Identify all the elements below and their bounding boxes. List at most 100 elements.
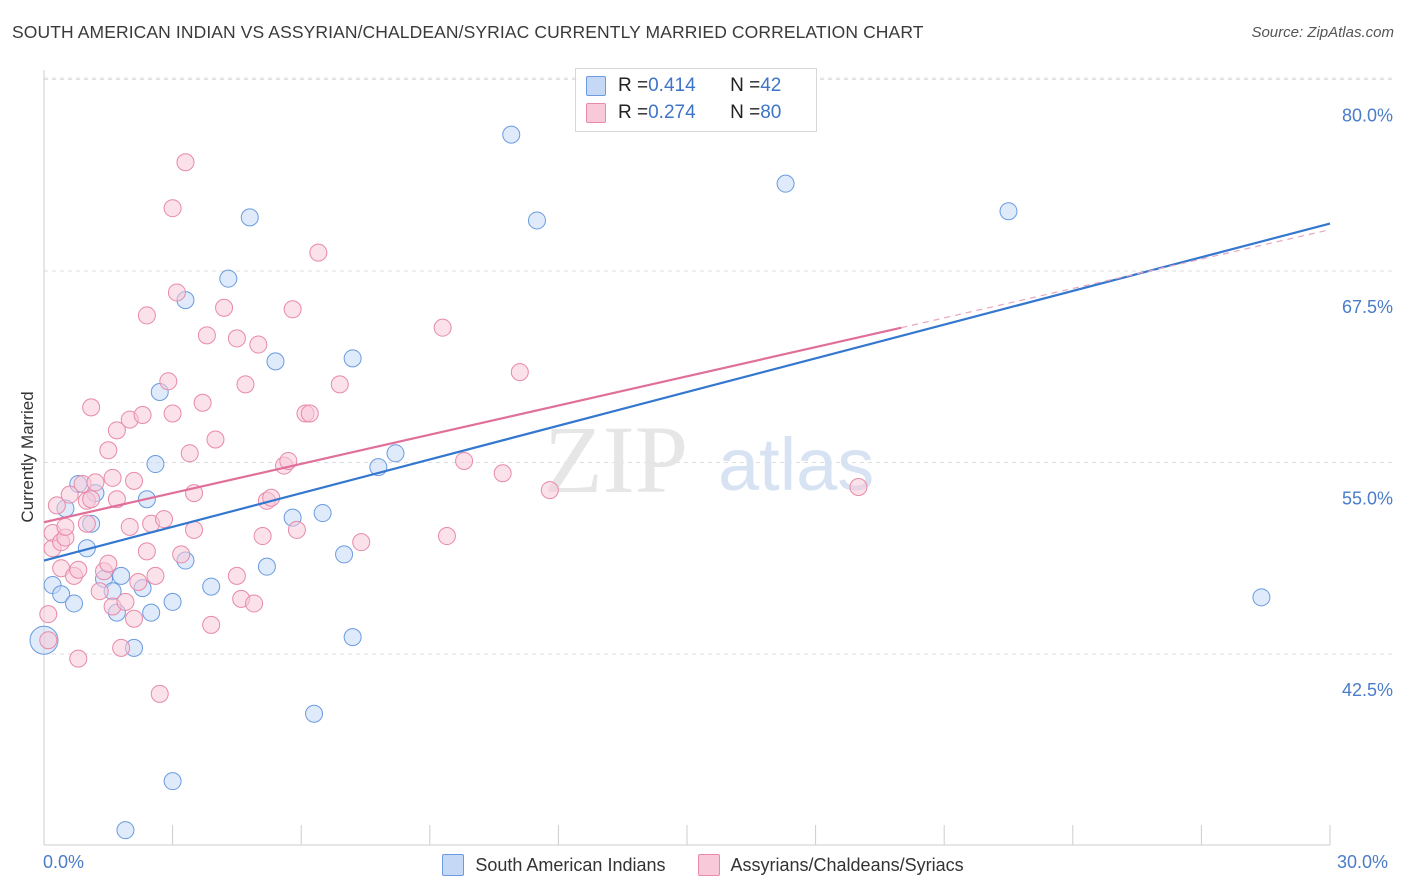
data-point	[90, 582, 109, 601]
data-point	[39, 631, 58, 650]
data-point	[510, 363, 529, 382]
data-point	[146, 455, 165, 474]
data-point	[283, 300, 302, 319]
data-point	[300, 404, 319, 423]
data-point	[107, 421, 126, 440]
trend-line-assyrians	[43, 326, 902, 524]
data-point	[386, 444, 405, 463]
stats-legend: R = 0.414 N = 42 R = 0.274 N = 80	[575, 68, 817, 132]
data-point	[39, 605, 58, 624]
data-point	[99, 441, 118, 460]
data-point	[352, 533, 371, 552]
data-point	[206, 430, 225, 449]
r-label: R =	[618, 75, 649, 96]
data-point	[240, 208, 259, 227]
r-value: 0.274	[648, 102, 696, 123]
data-point	[202, 577, 221, 596]
data-point	[99, 554, 118, 573]
data-point	[227, 566, 246, 585]
n-label: N =	[730, 75, 761, 96]
data-point	[107, 490, 126, 509]
data-point	[185, 520, 204, 539]
data-point	[305, 704, 324, 723]
legend-item-south-american-indians[interactable]: South American Indians	[442, 854, 666, 876]
data-point	[999, 202, 1018, 221]
legend-item-assyrians[interactable]: Assyrians/Chaldeans/Syriacs	[697, 854, 964, 876]
y-tick-label: 67.5%	[1342, 297, 1393, 317]
grid-lines	[44, 77, 1392, 655]
data-point	[266, 352, 285, 371]
y-tick-label: 55.0%	[1342, 489, 1393, 509]
data-point	[142, 603, 161, 622]
data-point	[112, 566, 131, 585]
stats-row-south-american-indians: R = 0.414 N = 42	[586, 73, 781, 99]
data-point	[129, 572, 148, 591]
data-point	[103, 468, 122, 487]
legend-label: Assyrians/Chaldeans/Syriacs	[730, 854, 964, 875]
data-point	[849, 478, 868, 497]
x-tick-label-min: 0.0%	[43, 852, 85, 872]
data-point	[172, 545, 191, 564]
data-point	[343, 628, 362, 647]
data-point	[77, 514, 96, 533]
watermark-atlas: atlas	[718, 423, 874, 506]
y-tick-labels: 42.5% 55.0% 67.5% 80.0%	[1342, 106, 1393, 701]
data-point	[125, 609, 144, 628]
data-point	[455, 451, 474, 470]
y-tick-label: 80.0%	[1342, 106, 1393, 126]
data-point	[197, 326, 216, 345]
data-point	[82, 490, 101, 509]
data-point	[202, 615, 221, 634]
data-point	[163, 772, 182, 791]
data-point	[540, 481, 559, 500]
data-point	[163, 199, 182, 218]
data-point	[116, 592, 135, 611]
data-point	[155, 510, 174, 529]
series-assyrians-points	[39, 153, 868, 703]
data-point	[227, 329, 246, 348]
data-point	[313, 504, 332, 523]
data-point	[47, 496, 66, 515]
series-legend: South American Indians Assyrians/Chaldea…	[0, 852, 1406, 878]
data-point	[133, 406, 152, 425]
data-point	[120, 517, 139, 536]
data-point	[343, 349, 362, 368]
legend-swatch-blue	[586, 76, 606, 96]
data-point	[112, 638, 131, 657]
data-point	[253, 527, 272, 546]
data-point	[335, 545, 354, 564]
legend-label: South American Indians	[475, 854, 666, 875]
data-point	[437, 527, 456, 546]
data-point	[245, 594, 264, 613]
data-point	[257, 557, 276, 576]
data-point	[287, 520, 306, 539]
legend-swatch-pink	[697, 854, 720, 876]
data-point	[236, 375, 255, 394]
data-point	[60, 485, 79, 504]
data-point	[176, 153, 195, 172]
axes	[43, 70, 1331, 846]
data-point	[146, 566, 165, 585]
chart-title: SOUTH AMERICAN INDIAN VS ASSYRIAN/CHALDE…	[12, 22, 924, 42]
r-label: R =	[618, 102, 649, 123]
n-value: 80	[760, 102, 782, 123]
trend-line-assyrians-extension	[901, 229, 1331, 329]
data-point	[52, 585, 71, 604]
trend-line-south-american-indians	[43, 222, 1331, 562]
data-point	[215, 298, 234, 317]
data-point	[1252, 588, 1271, 607]
data-point	[150, 684, 169, 703]
data-point	[116, 821, 135, 840]
watermark: ZIP atlas	[544, 406, 874, 513]
data-point	[69, 560, 88, 579]
data-point	[502, 125, 521, 144]
data-point	[69, 649, 88, 668]
r-value: 0.414	[648, 75, 696, 96]
data-point	[193, 393, 212, 412]
data-point	[776, 174, 795, 193]
chart-source: Source: ZipAtlas.com	[1251, 24, 1394, 41]
legend-swatch-pink	[586, 103, 606, 123]
data-point	[137, 306, 156, 325]
data-point	[527, 211, 546, 230]
